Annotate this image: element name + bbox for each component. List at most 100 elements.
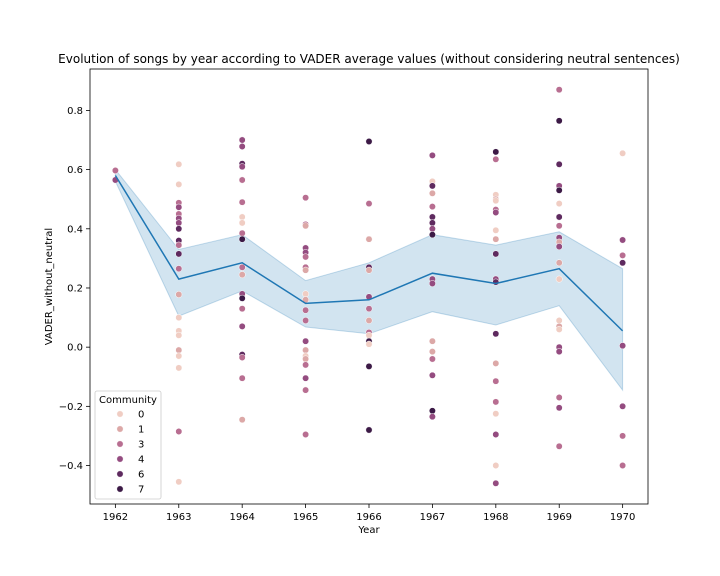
y-tick-label: −0.2: [59, 402, 83, 413]
data-point: [555, 243, 563, 251]
data-point: [365, 340, 373, 348]
data-point: [238, 198, 246, 206]
data-point: [302, 361, 310, 369]
legend-marker: [116, 455, 124, 463]
data-point: [238, 263, 246, 271]
legend-marker: [116, 440, 124, 448]
data-point: [238, 322, 246, 330]
data-point: [492, 377, 500, 385]
y-axis-title: VADER_without_neutral: [44, 228, 55, 345]
data-point: [365, 200, 373, 208]
data-point: [175, 250, 183, 258]
data-point: [555, 442, 563, 450]
data-point: [555, 325, 563, 333]
data-point: [111, 167, 119, 174]
data-point: [238, 136, 246, 144]
data-point: [365, 305, 373, 313]
data-point: [492, 359, 500, 367]
data-point: [619, 462, 627, 469]
data-point: [492, 209, 500, 216]
x-tick-label: 1964: [229, 512, 254, 523]
data-points-layer: [111, 86, 627, 487]
data-point: [555, 160, 563, 168]
legend-label: 4: [138, 455, 144, 466]
data-point: [175, 478, 183, 486]
y-tick-label: 0.2: [67, 283, 83, 294]
data-point: [555, 348, 563, 356]
data-point: [619, 149, 627, 157]
y-tick-label: 0.8: [67, 106, 83, 117]
data-point: [555, 200, 563, 208]
data-point: [175, 314, 183, 322]
data-point: [238, 229, 246, 237]
data-point: [302, 222, 310, 230]
data-point: [428, 407, 436, 415]
x-tick-label: 1962: [103, 512, 128, 523]
legend: Community 0 1 3 4 6 7: [94, 390, 162, 500]
data-point: [238, 416, 246, 424]
data-point: [238, 143, 246, 150]
data-point: [492, 410, 500, 418]
data-point: [555, 259, 563, 267]
data-point: [365, 362, 373, 370]
data-point: [175, 428, 183, 435]
data-point: [175, 364, 183, 372]
data-point: [555, 117, 563, 125]
y-tick-label: −0.4: [59, 461, 83, 472]
data-point: [619, 251, 627, 259]
legend-label: 6: [138, 470, 144, 481]
mean-line-layer: [114, 175, 624, 332]
data-point: [428, 219, 436, 227]
data-point: [492, 278, 500, 286]
data-point: [175, 265, 183, 273]
data-point: [428, 337, 436, 345]
legend-marker: [116, 410, 124, 418]
x-axis: 1962 1963 1964 1965 1966 1967 1968 1969 1970: [103, 504, 635, 523]
data-point: [428, 280, 436, 287]
data-point: [555, 186, 563, 194]
data-point: [238, 219, 246, 227]
data-point: [365, 235, 373, 243]
data-point: [238, 294, 246, 302]
data-point: [492, 250, 500, 258]
x-tick-label: 1963: [166, 512, 191, 523]
data-point: [428, 151, 436, 159]
legend-title: Community: [99, 395, 157, 406]
y-tick-label: 0.0: [67, 343, 83, 354]
data-point: [365, 266, 373, 274]
data-point: [492, 462, 500, 469]
x-axis-title: Year: [357, 525, 380, 536]
data-point: [428, 213, 436, 221]
data-point: [428, 371, 436, 379]
legend-marker: [116, 470, 124, 478]
data-point: [238, 374, 246, 382]
data-point: [492, 148, 500, 156]
data-point: [428, 225, 436, 233]
data-point: [238, 354, 246, 361]
y-axis: −0.4 −0.2 0.0 0.2 0.4 0.6 0.8: [59, 106, 90, 472]
x-tick-label: 1966: [356, 512, 381, 523]
data-point: [555, 213, 563, 221]
data-point: [302, 355, 310, 363]
legend-marker: [116, 485, 124, 493]
x-tick-label: 1970: [610, 512, 635, 523]
data-point: [175, 331, 183, 339]
data-point: [238, 213, 246, 221]
data-point: [175, 225, 183, 233]
data-point: [492, 431, 500, 438]
data-point: [492, 226, 500, 234]
x-tick-label: 1968: [483, 512, 508, 523]
legend-label: 1: [138, 425, 144, 436]
data-point: [302, 431, 310, 438]
legend-label: 7: [138, 485, 144, 496]
data-point: [302, 374, 310, 382]
data-point: [555, 394, 563, 401]
data-point: [619, 259, 627, 267]
x-tick-label: 1967: [420, 512, 445, 523]
data-point: [492, 479, 500, 487]
data-point: [492, 398, 500, 406]
data-point: [302, 317, 310, 324]
data-point: [238, 305, 246, 313]
data-point: [492, 330, 500, 338]
data-point: [555, 404, 563, 412]
